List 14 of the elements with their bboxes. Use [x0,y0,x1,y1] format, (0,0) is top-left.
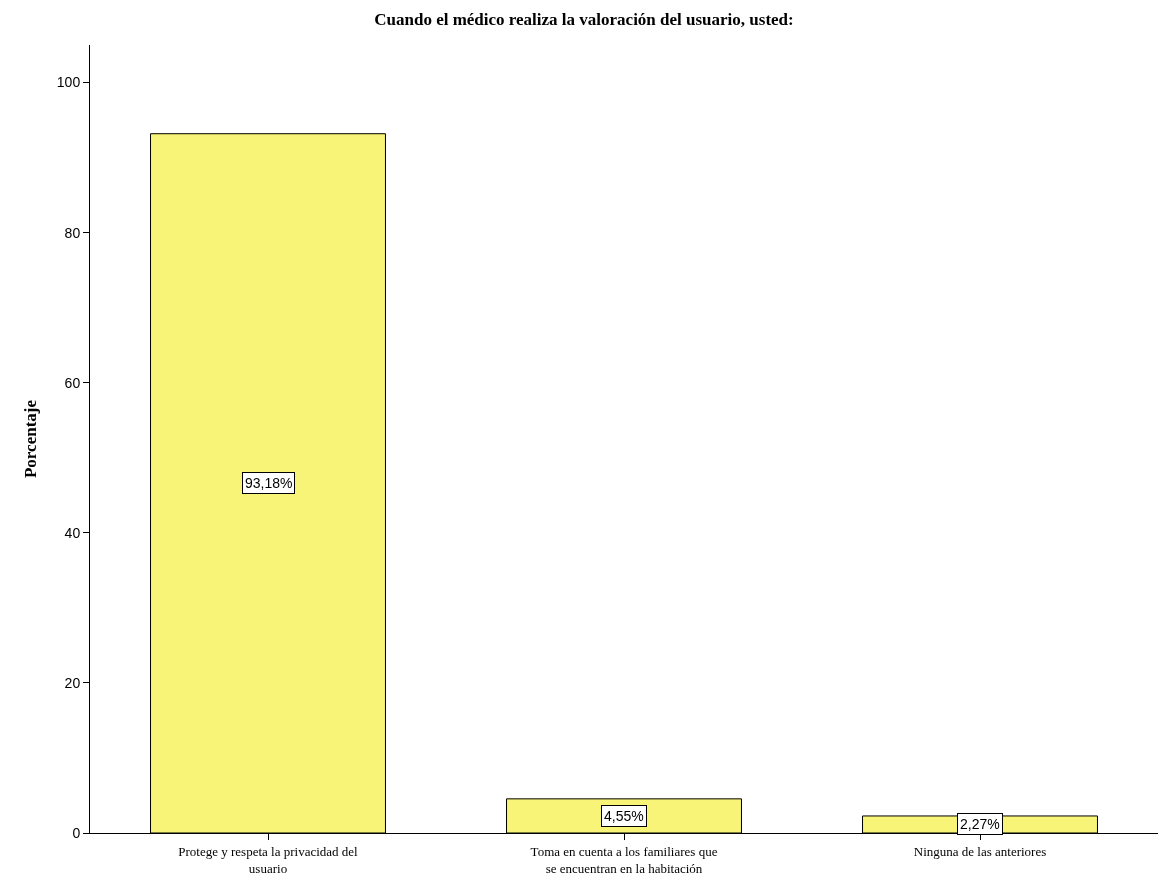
y-axis-title: Porcentaje [21,399,41,479]
y-tick-label: 40 [64,524,81,541]
chart-title: Cuando el médico realiza la valoración del usuario, usted: [374,10,794,30]
data-label: 4,55% [604,808,644,824]
y-tick-label: 100 [56,74,81,91]
data-label: 93,18% [245,475,293,491]
y-tick-label: 20 [64,674,81,691]
x-tick-label: Ninguna de las anteriores [913,843,1047,859]
data-label: 2,27% [960,816,1000,832]
x-tick-label: Toma en cuenta a los familiares que se encuentran en la habitación [530,843,718,876]
x-tick-label: Protege y respeta la privacidad del usuario [178,843,359,876]
y-tick-label: 80 [64,224,81,241]
y-tick-label: 60 [64,374,81,391]
y-tick-label: 0 [72,824,81,841]
